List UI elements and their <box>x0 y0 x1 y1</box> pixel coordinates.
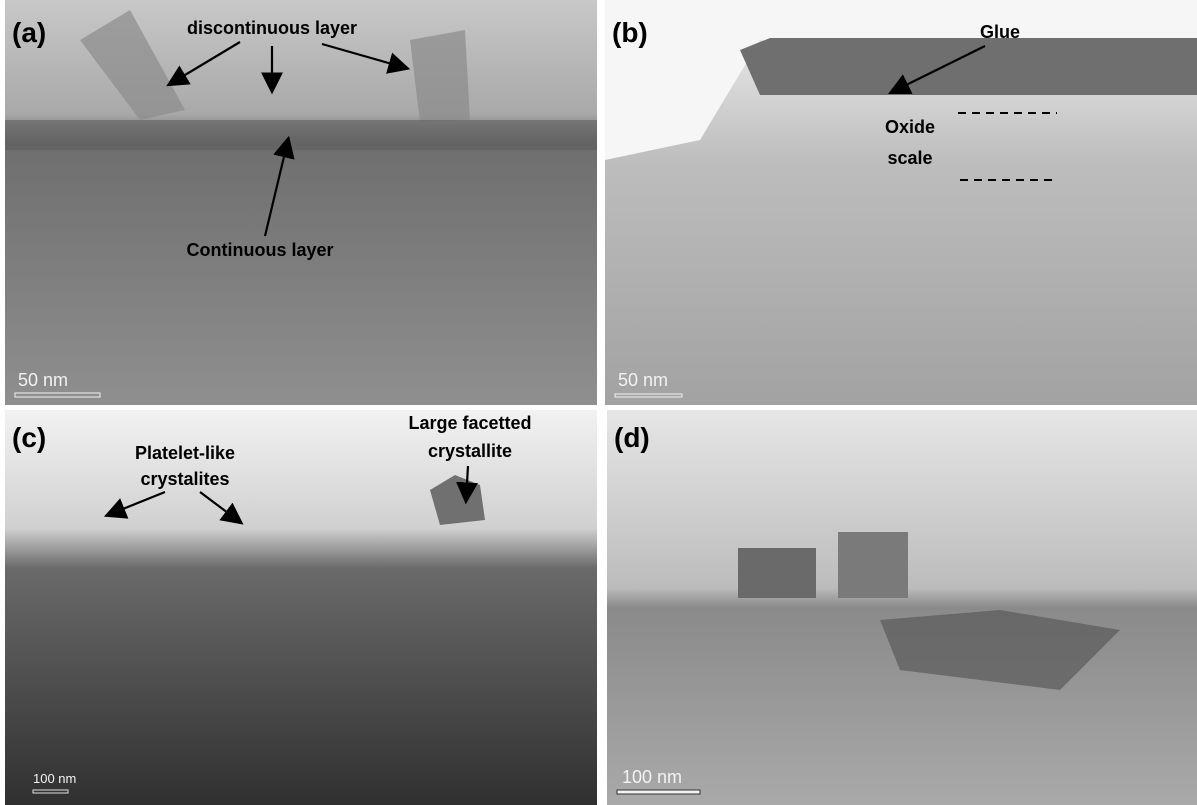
scale-bar-label: 50 nm <box>618 370 668 390</box>
annotation: Large facetted <box>408 413 531 433</box>
glue <box>740 38 1197 95</box>
panel-a: (a) discontinuous layer Continuous layer… <box>5 0 597 405</box>
panel-label: (a) <box>12 17 46 48</box>
panel-label: (d) <box>614 422 650 453</box>
layer <box>5 120 597 150</box>
scale-bar-label: 50 nm <box>18 370 68 390</box>
annotation: discontinuous layer <box>187 18 357 38</box>
scale-bar-label: 100 nm <box>622 767 682 787</box>
panel-b: (b) Glue Oxide scale 50 nm <box>605 0 1197 405</box>
scale-bar-label: 100 nm <box>33 771 76 786</box>
annotation: crystalites <box>140 469 229 489</box>
annotation: scale <box>887 148 932 168</box>
panel-label: (b) <box>612 17 648 48</box>
annotation: Continuous layer <box>186 240 333 260</box>
figure: (a) discontinuous layer Continuous layer… <box>0 0 1197 805</box>
crystal <box>838 532 908 598</box>
scale-bar <box>617 790 700 794</box>
panel-c: (c) Platelet-like crystalites Large face… <box>5 410 597 805</box>
annotation: Platelet-like <box>135 443 235 463</box>
annotation: crystallite <box>428 441 512 461</box>
annotation: Glue <box>980 22 1020 42</box>
micrograph <box>5 0 597 405</box>
micrograph <box>5 410 597 805</box>
micrograph <box>607 410 1197 805</box>
crystal <box>738 548 816 598</box>
annotation: Oxide <box>885 117 935 137</box>
panel-label: (c) <box>12 422 46 453</box>
panel-d: (d) 100 nm <box>607 410 1197 805</box>
crystal <box>410 30 470 122</box>
